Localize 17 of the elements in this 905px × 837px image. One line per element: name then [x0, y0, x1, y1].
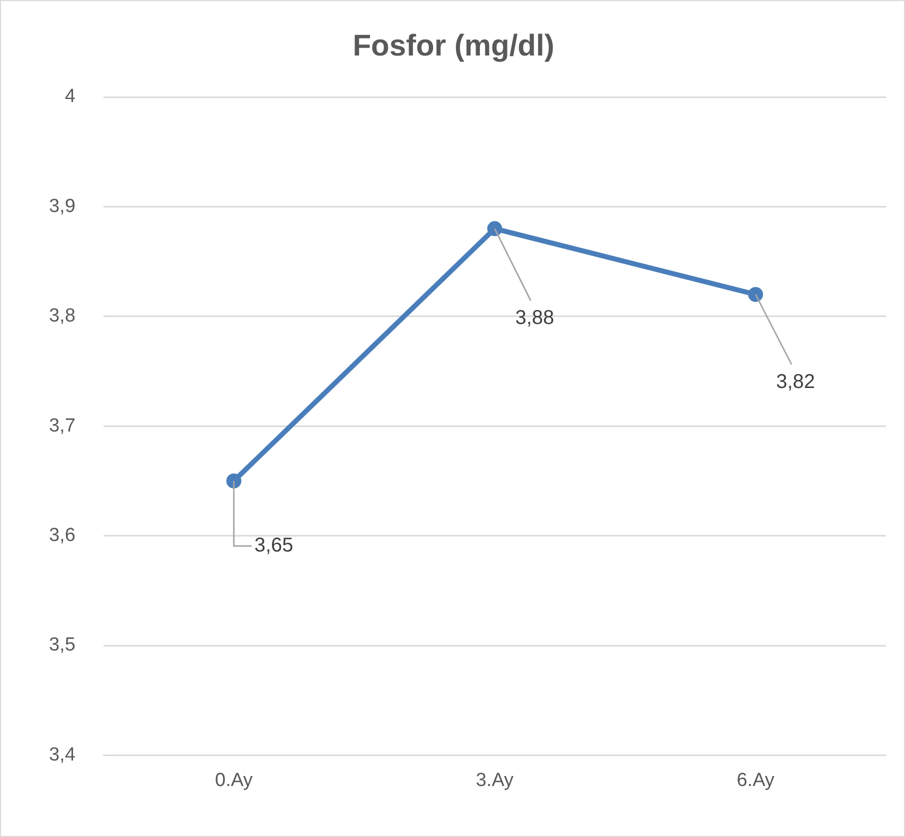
data-label: 3,65 — [254, 534, 294, 556]
y-tick-label: 3,9 — [48, 196, 76, 217]
y-tick-label: 3,5 — [48, 634, 76, 656]
x-tick-label: 0.Ay — [215, 770, 254, 791]
point — [487, 221, 502, 236]
data-label: 3,82 — [776, 370, 816, 393]
chart-title: Fosfor (mg/dl) — [352, 29, 554, 62]
x-tick-label: 6.Ay — [736, 770, 775, 791]
x-tick-label: 3.Ay — [476, 770, 514, 791]
point — [748, 286, 764, 302]
y-tick-label: 3,6 — [48, 525, 76, 546]
point — [226, 473, 242, 488]
y-tick-label: 3,4 — [48, 744, 76, 766]
data-label: 3,88 — [515, 307, 554, 330]
y-tick-label: 3,7 — [48, 415, 76, 436]
y-tick-label: 4 — [64, 86, 76, 108]
y-tick-label: 3,8 — [48, 306, 76, 327]
